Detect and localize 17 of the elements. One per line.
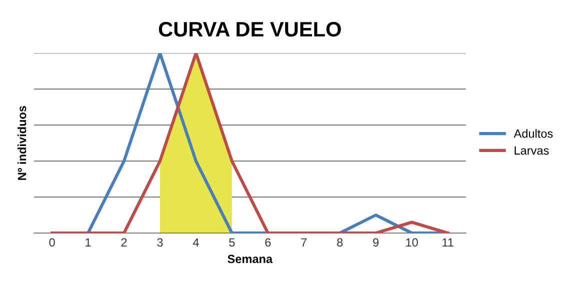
x-tick-label: 10: [406, 238, 418, 247]
chart-title: CURVA DE VUELO: [158, 22, 341, 37]
x-tick-label: 2: [121, 238, 127, 246]
x-tick-label: 5: [229, 238, 235, 247]
x-tick-label: 6: [265, 238, 271, 247]
x-tick-label: 11: [442, 238, 454, 246]
x-tick-label: 9: [373, 238, 379, 247]
x-tick-label: 1: [86, 238, 91, 246]
legend-label: Adultos: [514, 129, 553, 138]
y-axis-title: Nº individuos: [18, 106, 26, 180]
x-tick-label: 7: [301, 238, 307, 246]
x-tick-label: 8: [337, 238, 343, 247]
x-tick-label: 4: [192, 238, 199, 246]
x-axis-title: Semana: [228, 254, 273, 264]
legend-label: Larvas: [514, 146, 549, 155]
x-tick-label: 3: [157, 238, 163, 247]
x-tick-label: 0: [49, 238, 55, 247]
